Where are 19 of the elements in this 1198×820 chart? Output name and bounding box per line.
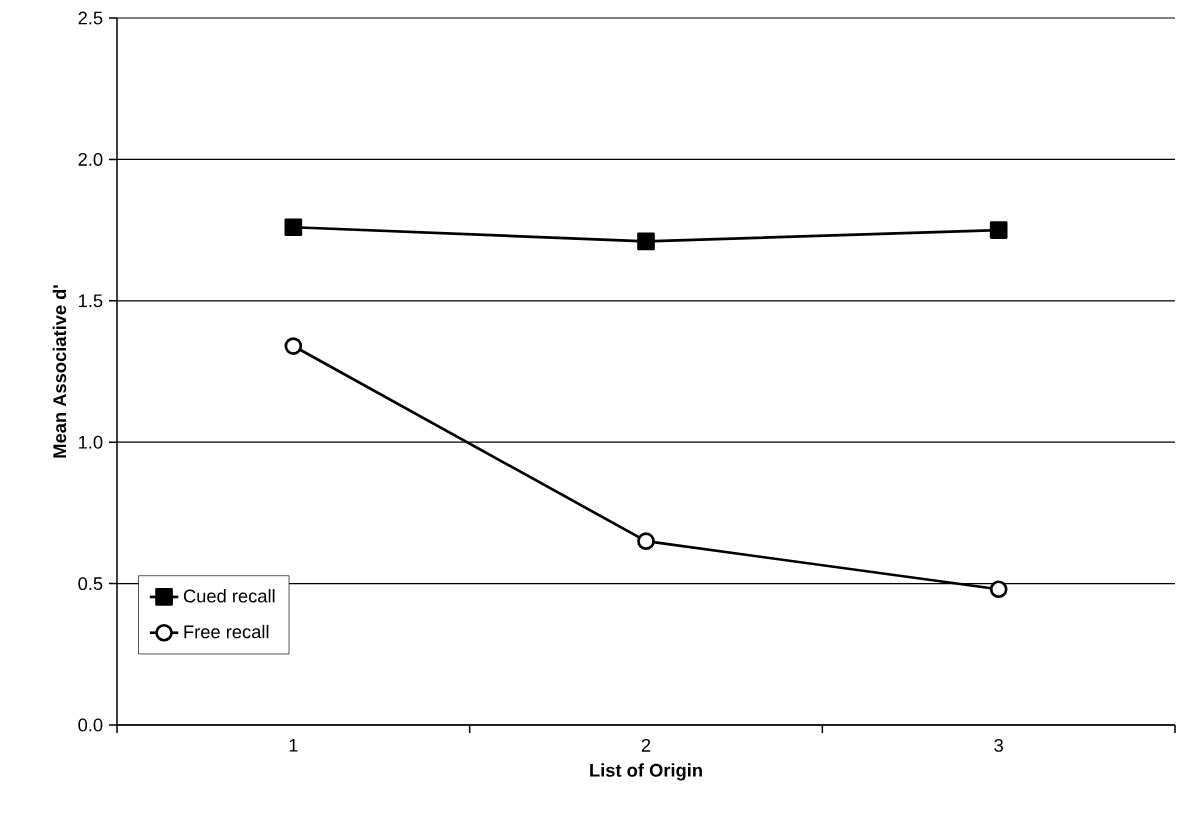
x-axis-title: List of Origin [590, 763, 702, 781]
point [989, 580, 1008, 599]
x-tick-label: 2 [641, 738, 651, 752]
point [637, 232, 655, 251]
point [637, 532, 655, 551]
x-tick-label: 1 [289, 738, 298, 752]
y-tick-label: 0.0 [78, 718, 103, 732]
y-tick-label: 0.5 [78, 577, 103, 591]
y-tick-label: 2.0 [78, 152, 103, 166]
legend-label: Free recall [184, 624, 269, 639]
legend-label: Cued recall [183, 589, 275, 603]
point [284, 337, 303, 355]
point [989, 221, 1008, 239]
y-tick-label: 1.0 [79, 435, 103, 449]
point [284, 218, 303, 237]
y-tick-label: 2.5 [78, 11, 103, 25]
y-axis-title: Mean Associative d' [52, 285, 67, 458]
y-tick-label: 1.5 [79, 294, 103, 308]
x-tick-label: 3 [994, 738, 1003, 752]
